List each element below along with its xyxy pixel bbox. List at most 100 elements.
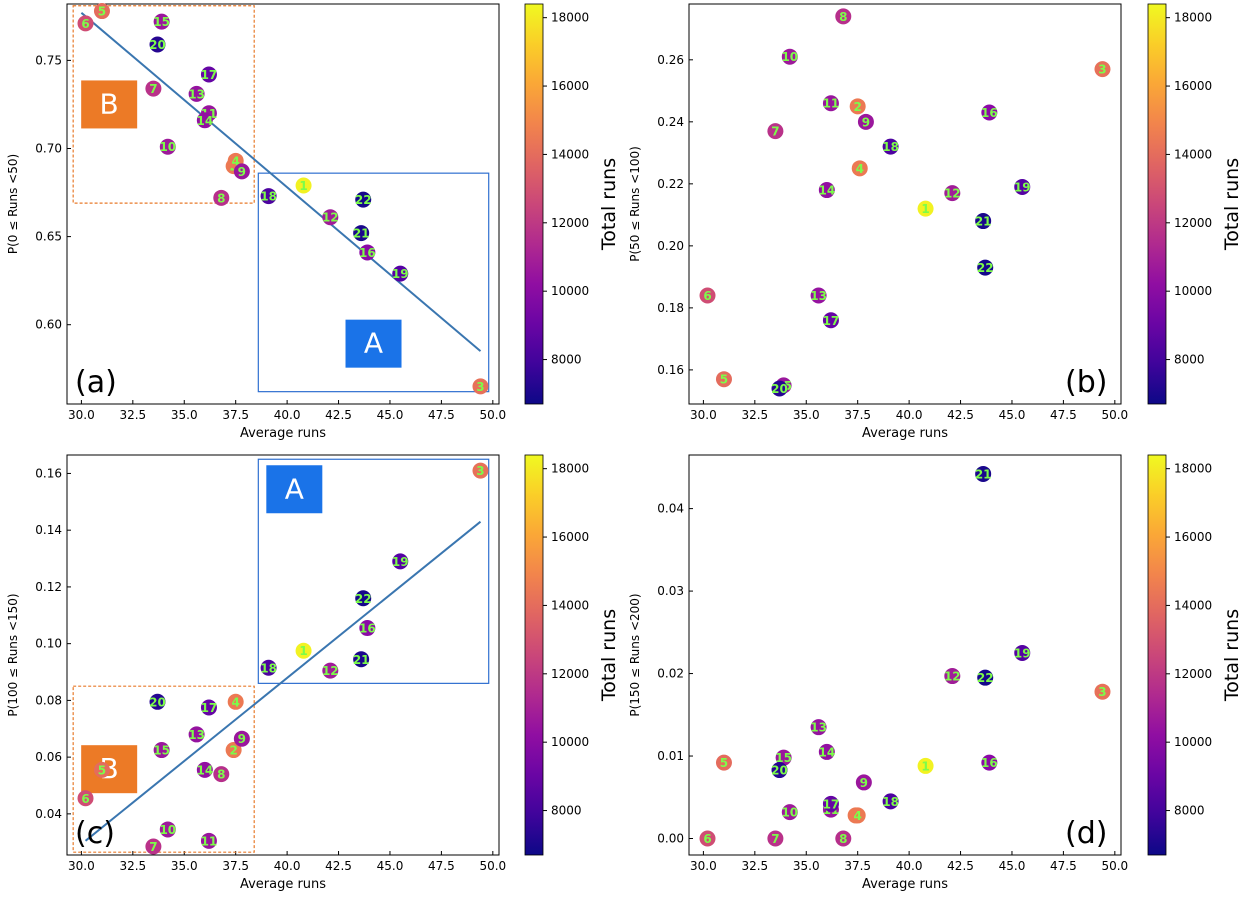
point-label: 5 (98, 5, 106, 19)
colorbar-bar (524, 454, 544, 856)
region-badge-A (345, 319, 402, 368)
point-label: 14 (818, 745, 835, 759)
point-7 (767, 123, 784, 140)
x-tick-label: 30.0 (690, 408, 717, 422)
colorbar-bar (524, 3, 544, 405)
x-tick-label: 40.0 (274, 859, 301, 873)
colorbar-tick-label: 14000 (551, 598, 589, 612)
point-11 (200, 832, 217, 849)
x-tick-label: 32.5 (741, 859, 768, 873)
point-13 (810, 287, 827, 304)
point-20 (771, 380, 788, 397)
point-label: 18 (260, 661, 277, 675)
point-9 (233, 163, 250, 180)
point-4 (851, 160, 868, 177)
point-label: 7 (771, 125, 779, 139)
point-label: 16 (981, 756, 998, 770)
colorbar-tick-label: 18000 (1174, 462, 1212, 476)
point-label: 21 (975, 215, 992, 229)
panel-label: (b) (1065, 365, 1107, 400)
x-axis-label: Average runs (240, 877, 326, 892)
y-tick-label: 0.03 (657, 584, 684, 598)
point-label: 11 (823, 97, 840, 111)
colorbar-tick-label: 10000 (1174, 735, 1212, 749)
region-badge-label: A (364, 327, 383, 360)
point-label: 13 (188, 728, 205, 742)
point-17 (822, 312, 839, 329)
colorbar: 8000 10000 12000 14000 16000 18000 Total runs (1147, 454, 1243, 856)
colorbar-tick-label: 10000 (551, 284, 589, 298)
colorbar-tick-label: 12000 (551, 216, 589, 230)
point-label: 6 (703, 832, 711, 846)
point-label: 18 (260, 190, 277, 204)
x-tick-label: 32.5 (119, 408, 146, 422)
point-12 (322, 209, 339, 226)
point-label: 8 (839, 832, 847, 846)
y-tick-label: 0.18 (657, 301, 684, 315)
point-label: 1 (921, 759, 929, 773)
colorbar-tick-label: 16000 (1174, 79, 1212, 93)
point-label: 8 (839, 10, 847, 24)
point-label: 9 (238, 165, 246, 179)
point-20 (149, 36, 166, 53)
x-tick-label: 35.0 (171, 408, 198, 422)
point-1 (295, 642, 312, 659)
point-14 (196, 112, 213, 129)
y-axis-label: P(150 ≤ Runs <200) (628, 593, 642, 716)
x-tick-label: 47.5 (428, 408, 455, 422)
point-label: 10 (159, 823, 176, 837)
point-2 (849, 98, 866, 115)
plot-frame (66, 3, 500, 405)
y-tick-label: 0.12 (35, 580, 62, 594)
point-16 (359, 620, 376, 637)
plot-frame (66, 454, 500, 856)
colorbar: 8000 10000 12000 14000 16000 18000 Total runs (524, 454, 620, 856)
point-label: 7 (149, 82, 157, 96)
x-tick-label: 35.0 (793, 859, 820, 873)
point-label: 20 (771, 764, 788, 778)
point-15 (153, 742, 170, 759)
colorbar-tick-label: 8000 (1174, 804, 1205, 818)
point-label: 20 (149, 38, 166, 52)
x-tick-label: 32.5 (741, 408, 768, 422)
x-tick-label: 35.0 (793, 408, 820, 422)
point-10 (781, 48, 798, 65)
point-label: 19 (392, 555, 409, 569)
y-tick-label: 0.04 (35, 807, 62, 821)
point-label: 21 (975, 467, 992, 481)
colorbar-tick-label: 16000 (1174, 530, 1212, 544)
x-tick-label: 30.0 (68, 859, 95, 873)
point-22 (977, 669, 994, 686)
point-label: 3 (1098, 685, 1106, 699)
point-label: 4 (232, 695, 240, 709)
point-label: 21 (353, 227, 370, 241)
region-badge-label: A (285, 472, 304, 505)
point-label: 18 (882, 140, 899, 154)
region-box-A (257, 458, 490, 684)
point-label: 20 (149, 695, 166, 709)
x-tick-label: 30.0 (690, 859, 717, 873)
point-19 (1014, 178, 1031, 195)
y-tick-label: 0.00 (657, 832, 684, 846)
point-6 (77, 790, 94, 807)
point-12 (944, 668, 961, 685)
colorbar: 8000 10000 12000 14000 16000 18000 Total runs (1147, 3, 1243, 405)
x-tick-label: 50.0 (1101, 408, 1128, 422)
point-label: 21 (353, 653, 370, 667)
colorbar: 8000 10000 12000 14000 16000 18000 Total runs (524, 3, 620, 405)
panel-1: 30.0 32.5 35.0 37.5 40.0 42.5 45.0 47.5 50.0 0.16… (628, 3, 1128, 441)
point-22 (355, 191, 372, 208)
point-18 (260, 659, 277, 676)
point-19 (392, 265, 409, 282)
point-5 (93, 761, 110, 778)
y-tick-label: 0.75 (35, 53, 62, 67)
point-9 (233, 730, 250, 747)
point-label: 7 (149, 840, 157, 854)
point-7 (767, 830, 784, 847)
colorbar-label: Total runs (1221, 609, 1243, 702)
x-tick-label: 37.5 (844, 859, 871, 873)
point-21 (975, 213, 992, 230)
colorbar-tick-label: 14000 (1174, 598, 1212, 612)
point-14 (196, 761, 213, 778)
point-label: 18 (882, 795, 899, 809)
